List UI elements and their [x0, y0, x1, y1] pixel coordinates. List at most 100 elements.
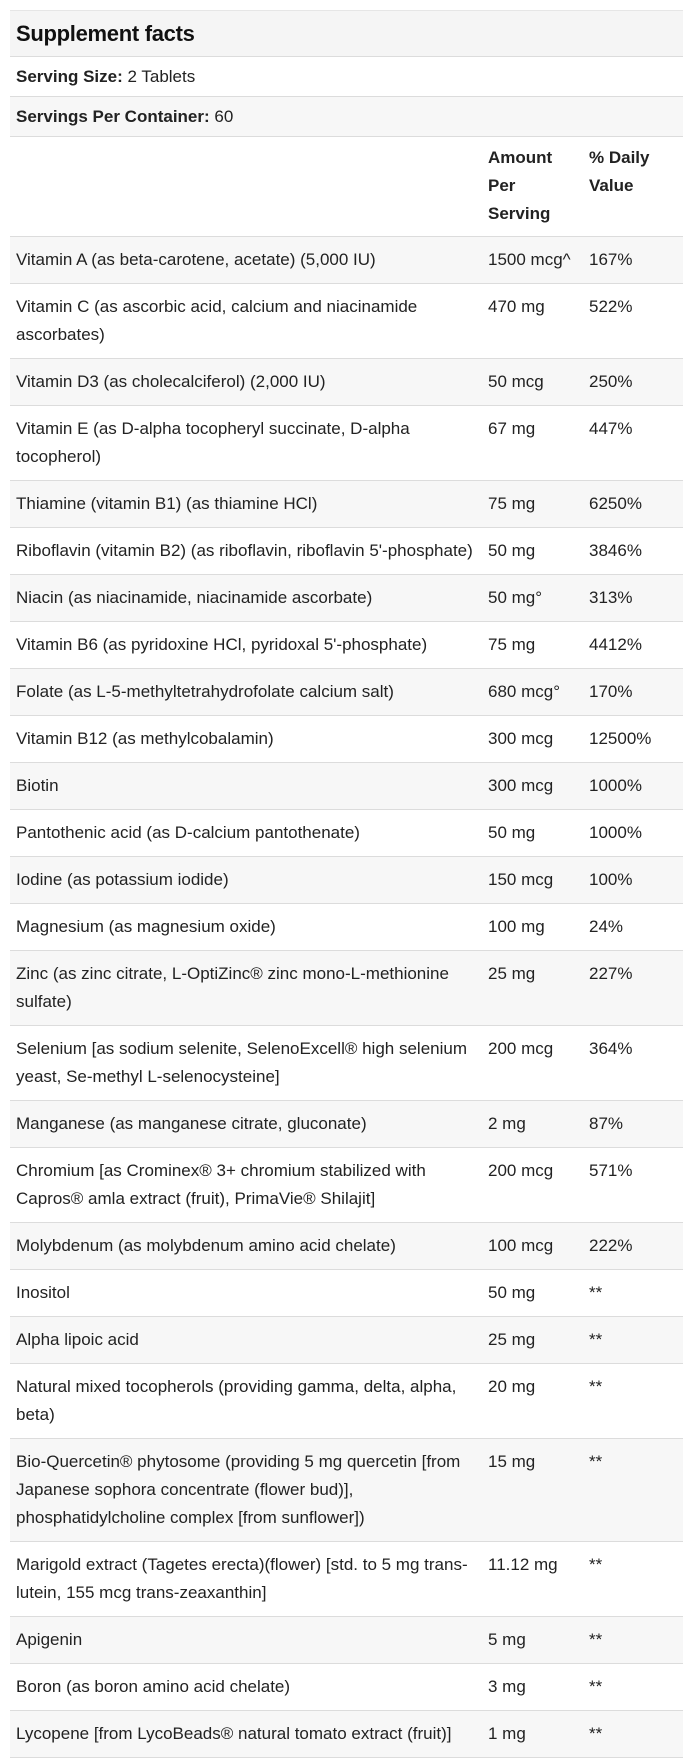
daily-value: 100%: [583, 856, 683, 904]
header-amount-per-serving: Amount Per Serving: [482, 137, 583, 237]
table-row: Vitamin E (as D-alpha tocopheryl succina…: [10, 405, 683, 481]
nutrient-name: Vitamin D3 (as cholecalciferol) (2,000 I…: [10, 358, 482, 406]
amount-per-serving: 50 mcg: [482, 358, 583, 406]
table-row: Niacin (as niacinamide, niacinamide asco…: [10, 574, 683, 622]
amount-per-serving: 15 mg: [482, 1438, 583, 1542]
table-row: Vitamin A (as beta-carotene, acetate) (5…: [10, 236, 683, 284]
daily-value: 364%: [583, 1025, 683, 1101]
daily-value: **: [583, 1663, 683, 1711]
nutrient-name: Lycopene [from LycoBeads® natural tomato…: [10, 1710, 482, 1758]
table-row: Vitamin B6 (as pyridoxine HCl, pyridoxal…: [10, 621, 683, 669]
table-row: Lycopene [from LycoBeads® natural tomato…: [10, 1710, 683, 1758]
table-row: Chromium [as Crominex® 3+ chromium stabi…: [10, 1147, 683, 1223]
table-row: Inositol 50 mg **: [10, 1269, 683, 1317]
table-row: Manganese (as manganese citrate, glucona…: [10, 1100, 683, 1148]
amount-per-serving: 1500 mcg^: [482, 236, 583, 284]
table-row: Vitamin C (as ascorbic acid, calcium and…: [10, 283, 683, 359]
daily-value: 12500%: [583, 715, 683, 763]
daily-value: 1000%: [583, 809, 683, 857]
table-row: Alpha lipoic acid 25 mg **: [10, 1316, 683, 1364]
amount-per-serving: 50 mg: [482, 1269, 583, 1317]
daily-value: **: [583, 1363, 683, 1439]
amount-per-serving: 1 mg: [482, 1710, 583, 1758]
daily-value: 447%: [583, 405, 683, 481]
table-row: Folate (as L-5-methyltetrahydrofolate ca…: [10, 668, 683, 716]
amount-per-serving: 470 mg: [482, 283, 583, 359]
nutrient-name: Niacin (as niacinamide, niacinamide asco…: [10, 574, 482, 622]
nutrient-name: Manganese (as manganese citrate, glucona…: [10, 1100, 482, 1148]
table-row: Vitamin B12 (as methylcobalamin) 300 mcg 1…: [10, 715, 683, 763]
nutrient-name: Vitamin B12 (as methylcobalamin): [10, 715, 482, 763]
nutrient-name: Selenium [as sodium selenite, SelenoExce…: [10, 1025, 482, 1101]
daily-value: 87%: [583, 1100, 683, 1148]
nutrient-table: Amount Per Serving % Daily Value Vitamin…: [10, 137, 683, 1758]
nutrient-name: Thiamine (vitamin B1) (as thiamine HCl): [10, 480, 482, 528]
daily-value: **: [583, 1269, 683, 1317]
amount-per-serving: 100 mcg: [482, 1222, 583, 1270]
amount-per-serving: 100 mg: [482, 903, 583, 951]
amount-per-serving: 680 mcg°: [482, 668, 583, 716]
nutrient-name: Apigenin: [10, 1616, 482, 1664]
daily-value: **: [583, 1316, 683, 1364]
table-row: Magnesium (as magnesium oxide) 100 mg 24%: [10, 903, 683, 951]
daily-value: 3846%: [583, 527, 683, 575]
amount-per-serving: 2 mg: [482, 1100, 583, 1148]
table-row: Pantothenic acid (as D-calcium pantothen…: [10, 809, 683, 857]
nutrient-name: Inositol: [10, 1269, 482, 1317]
daily-value: 1000%: [583, 762, 683, 810]
table-row: Vitamin D3 (as cholecalciferol) (2,000 I…: [10, 358, 683, 406]
serving-size-row: Serving Size: 2 Tablets: [10, 57, 683, 97]
serving-size-value: 2 Tablets: [127, 67, 196, 86]
table-row: Biotin 300 mcg 1000%: [10, 762, 683, 810]
serving-size-label: Serving Size:: [16, 67, 123, 86]
daily-value: 250%: [583, 358, 683, 406]
amount-per-serving: 11.12 mg: [482, 1541, 583, 1617]
table-header-row: Amount Per Serving % Daily Value: [10, 137, 683, 237]
nutrient-name: Chromium [as Crominex® 3+ chromium stabi…: [10, 1147, 482, 1223]
nutrient-name: Zinc (as zinc citrate, L-OptiZinc® zinc …: [10, 950, 482, 1026]
nutrient-name: Biotin: [10, 762, 482, 810]
nutrient-name: Vitamin A (as beta-carotene, acetate) (5…: [10, 236, 482, 284]
amount-per-serving: 20 mg: [482, 1363, 583, 1439]
header-nutrient: [10, 137, 482, 237]
daily-value: 170%: [583, 668, 683, 716]
daily-value: 4412%: [583, 621, 683, 669]
amount-per-serving: 67 mg: [482, 405, 583, 481]
table-row: Apigenin 5 mg **: [10, 1616, 683, 1664]
amount-per-serving: 50 mg°: [482, 574, 583, 622]
nutrient-rows: Vitamin A (as beta-carotene, acetate) (5…: [10, 236, 683, 1758]
nutrient-name: Iodine (as potassium iodide): [10, 856, 482, 904]
amount-per-serving: 75 mg: [482, 480, 583, 528]
servings-per-container-value: 60: [214, 107, 234, 126]
servings-per-container-label: Servings Per Container:: [16, 107, 210, 126]
amount-per-serving: 200 mcg: [482, 1147, 583, 1223]
daily-value: 522%: [583, 283, 683, 359]
daily-value: 6250%: [583, 480, 683, 528]
nutrient-name: Natural mixed tocopherols (providing gam…: [10, 1363, 482, 1439]
supplement-facts-panel: Supplement facts Serving Size: 2 Tablets…: [10, 10, 683, 1758]
nutrient-name: Vitamin B6 (as pyridoxine HCl, pyridoxal…: [10, 621, 482, 669]
daily-value: 222%: [583, 1222, 683, 1270]
table-row: Selenium [as sodium selenite, SelenoExce…: [10, 1025, 683, 1101]
amount-per-serving: 75 mg: [482, 621, 583, 669]
daily-value: 571%: [583, 1147, 683, 1223]
table-row: Zinc (as zinc citrate, L-OptiZinc® zinc …: [10, 950, 683, 1026]
nutrient-name: Bio-Quercetin® phytosome (providing 5 mg…: [10, 1438, 482, 1542]
amount-per-serving: 25 mg: [482, 950, 583, 1026]
nutrient-name: Vitamin E (as D-alpha tocopheryl succina…: [10, 405, 482, 481]
amount-per-serving: 150 mcg: [482, 856, 583, 904]
nutrient-name: Marigold extract (Tagetes erecta)(flower…: [10, 1541, 482, 1617]
table-row: Marigold extract (Tagetes erecta)(flower…: [10, 1541, 683, 1617]
nutrient-name: Boron (as boron amino acid chelate): [10, 1663, 482, 1711]
nutrient-name: Alpha lipoic acid: [10, 1316, 482, 1364]
amount-per-serving: 300 mcg: [482, 762, 583, 810]
amount-per-serving: 50 mg: [482, 527, 583, 575]
amount-per-serving: 300 mcg: [482, 715, 583, 763]
daily-value: **: [583, 1710, 683, 1758]
header-daily-value: % Daily Value: [583, 137, 683, 237]
daily-value: 24%: [583, 903, 683, 951]
servings-per-container-row: Servings Per Container: 60: [10, 97, 683, 137]
table-row: Molybdenum (as molybdenum amino acid che…: [10, 1222, 683, 1270]
nutrient-name: Magnesium (as magnesium oxide): [10, 903, 482, 951]
table-row: Thiamine (vitamin B1) (as thiamine HCl) 7…: [10, 480, 683, 528]
